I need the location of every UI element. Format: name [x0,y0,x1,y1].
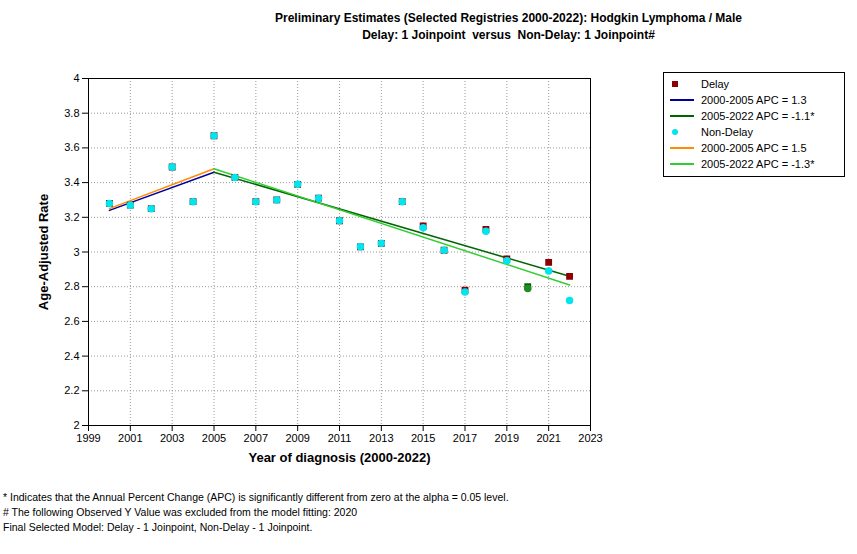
svg-text:3: 3 [73,246,79,258]
svg-text:3.4: 3.4 [64,176,79,188]
html-text:* Indicates that the Annual Pe: * Indicates that the Annual Percent Chan… [3,491,509,503]
svg-text:2.2: 2.2 [64,384,79,396]
html-text:Non-Delay: Non-Delay [701,126,753,138]
svg-text:2001: 2001 [118,432,142,444]
svg-text:3.6: 3.6 [64,141,79,153]
svg-text:2017: 2017 [453,432,477,444]
html-text:Preliminary Estimates (Selecte: Preliminary Estimates (Selected Registri… [275,11,742,25]
svg-text:2005: 2005 [202,432,226,444]
svg-text:2019: 2019 [495,432,519,444]
svg-text:Age-Adjusted Rate: Age-Adjusted Rate [36,194,51,310]
svg-text:2.8: 2.8 [64,280,79,292]
html-text:# The following Observed Y Val: # The following Observed Y Value was exc… [3,506,358,518]
svg-text:2003: 2003 [160,432,184,444]
svg-text:2.6: 2.6 [64,315,79,327]
html-text:2000-2005 APC = 1.5: 2000-2005 APC = 1.5 [701,142,807,154]
svg-text:2015: 2015 [411,432,435,444]
svg-text:2: 2 [73,419,79,431]
svg-text:2007: 2007 [244,432,268,444]
svg-text:2023: 2023 [578,432,602,444]
svg-text:4: 4 [73,72,79,84]
html-text:2005-2022 APC = -1.1*: 2005-2022 APC = -1.1* [701,110,815,122]
svg-text:2011: 2011 [328,432,352,444]
html-text:2005-2022 APC = -1.3*: 2005-2022 APC = -1.3* [701,158,815,170]
svg-text:1999: 1999 [76,432,100,444]
svg-text:2013: 2013 [369,432,393,444]
html-text:2000-2005 APC = 1.3: 2000-2005 APC = 1.3 [701,94,807,106]
html-text:Delay: Delay [701,78,730,90]
svg-text:3.2: 3.2 [64,211,79,223]
svg-text:3.8: 3.8 [64,107,79,119]
html-text:Delay: 1 Joinpoint versus Non-: Delay: 1 Joinpoint versus Non-Delay: 1 J… [362,28,655,42]
html-text:Final Selected Model: Delay -: Final Selected Model: Delay - 1 Joinpoin… [3,521,313,533]
svg-text:2.4: 2.4 [64,350,79,362]
svg-text:Year of diagnosis (2000-2022): Year of diagnosis (2000-2022) [248,450,430,465]
svg-text:2009: 2009 [285,432,309,444]
svg-text:2021: 2021 [536,432,560,444]
